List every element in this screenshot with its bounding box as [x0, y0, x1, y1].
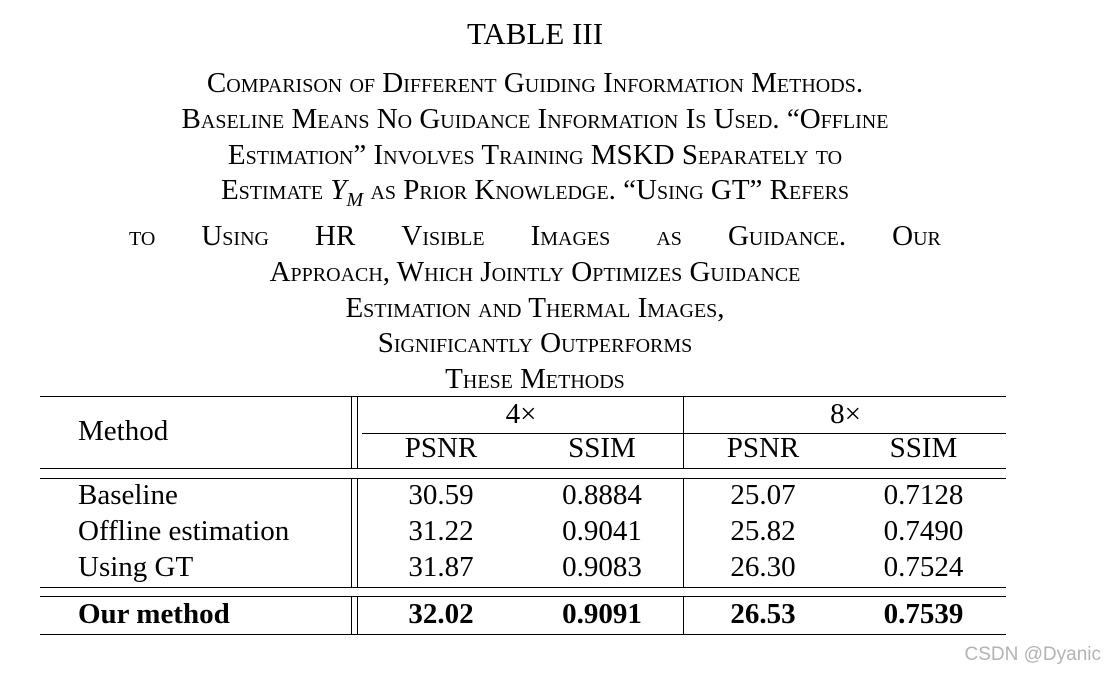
caption-line-6: Approach, Which Jointly Optimizes Guidan… — [269, 255, 801, 288]
scale-col-rule — [683, 478, 685, 588]
caption-word: as — [656, 219, 682, 252]
table-cell: 25.82 — [730, 515, 796, 547]
results-table: Method 4× 8× PSNR SSIM PSNR SSIM Baselin… — [40, 396, 1006, 636]
caption-line-9: These Methods — [445, 363, 625, 396]
method-header: Method — [78, 415, 169, 447]
table-cell: 0.9041 — [562, 515, 642, 547]
table-cell: 0.7490 — [883, 515, 964, 547]
method-col-rule-a — [351, 596, 353, 635]
caption-word: HR — [315, 219, 356, 252]
caption-word: Guidance. — [727, 219, 847, 252]
table-cell: 0.7128 — [883, 479, 964, 511]
caption-line-8: Significantly Outperforms — [377, 327, 693, 360]
table-bottom-rule — [40, 634, 1006, 636]
method-col-rule-b — [357, 478, 359, 588]
row-method: Baseline — [78, 479, 178, 511]
table-cell: 0.8884 — [562, 479, 642, 511]
table-cell-ours: 0.9091 — [562, 598, 642, 630]
method-col-rule-b — [357, 396, 359, 469]
method-col-rule-a — [351, 396, 353, 469]
header-bottom-rule-b — [40, 478, 1006, 480]
symbol-y-m: YM — [330, 174, 364, 212]
caption-line-3: Estimation” Involves Training MSKD Separ… — [227, 138, 843, 171]
caption-word: Our — [892, 219, 941, 252]
caption-word: Images — [530, 219, 611, 252]
table-cell: 31.22 — [408, 515, 474, 547]
row-method-ours: Our method — [78, 598, 230, 630]
table-cell: 31.87 — [408, 551, 474, 583]
row-method: Using GT — [78, 551, 194, 583]
table-cell: 25.07 — [730, 479, 796, 511]
scale-col-rule — [683, 596, 685, 635]
table-cell: 30.59 — [408, 479, 474, 511]
caption-line-4: Estimate YM as Prior Knowledge. “Using G… — [40, 173, 1030, 219]
header-bottom-rule-a — [40, 468, 1006, 470]
table-cell-ours: 26.53 — [730, 598, 796, 630]
table-top-rule — [40, 396, 1006, 398]
method-col-rule-b — [357, 596, 359, 635]
body-bottom-rule-a — [40, 587, 1006, 589]
table-caption: Comparison of Different Guiding Informat… — [40, 66, 1030, 398]
caption-line-7: Estimation and Thermal Images, — [345, 291, 725, 324]
metric-header-psnr: PSNR — [726, 432, 800, 464]
table-cell: 26.30 — [730, 551, 796, 583]
scale-col-rule — [683, 396, 685, 469]
table-cell: 0.9083 — [562, 551, 642, 583]
caption-word: to — [129, 219, 156, 252]
scale-header-8x: 8× — [830, 398, 861, 430]
method-col-rule-a — [351, 478, 353, 588]
caption-line-2: Baseline Means No Guidance Information I… — [181, 102, 889, 135]
scale-header-4x: 4× — [505, 398, 537, 430]
metric-header-psnr: PSNR — [404, 432, 478, 464]
table-cell-ours: 32.02 — [408, 598, 474, 630]
caption-line-4-pre: Estimate — [220, 174, 331, 207]
body-bottom-rule-b — [40, 596, 1006, 598]
watermark: CSDN @Dyanic — [964, 644, 1101, 665]
row-method: Offline estimation — [78, 515, 290, 547]
table-cell-ours: 0.7539 — [883, 598, 964, 630]
table-label: TABLE III — [466, 16, 604, 51]
caption-word: Using — [201, 219, 269, 252]
caption-line-5: to Using HR Visible Images as Guidance. … — [129, 219, 941, 255]
caption-line-4-post: as Prior Knowledge. “Using GT” Refers — [363, 174, 850, 207]
metric-header-ssim: SSIM — [568, 432, 636, 464]
metric-header-ssim: SSIM — [889, 432, 958, 464]
caption-line-1: Comparison of Different Guiding Informat… — [206, 67, 864, 99]
table-cell: 0.7524 — [883, 551, 964, 583]
caption-word: Visible — [401, 219, 485, 252]
